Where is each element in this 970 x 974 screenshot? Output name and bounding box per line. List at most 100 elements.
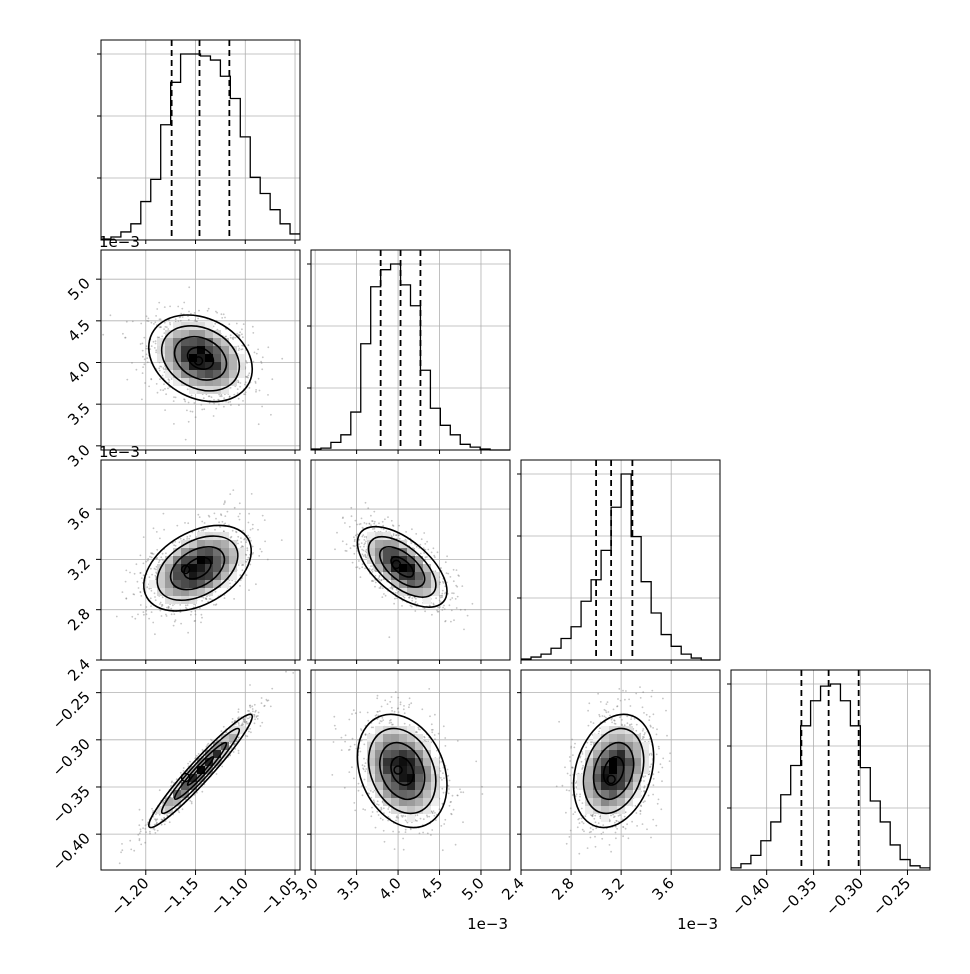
- scatter-point: [435, 819, 437, 821]
- scatter-point: [234, 742, 237, 745]
- scatter-point: [259, 725, 262, 727]
- histogram-p2: [521, 473, 720, 661]
- scatter-point: [652, 727, 654, 729]
- scatter-point: [568, 756, 571, 758]
- density-cell: [609, 766, 617, 774]
- scatter-point: [447, 784, 450, 787]
- scatter-point: [610, 718, 613, 721]
- scatter-point: [561, 784, 564, 787]
- scatter-point: [129, 839, 132, 842]
- scatter-point: [237, 381, 240, 383]
- scatter-point: [430, 810, 433, 813]
- scatter-point: [162, 389, 165, 392]
- density-cell: [237, 362, 245, 370]
- scatter-point: [221, 765, 224, 768]
- scatter-point: [598, 713, 601, 716]
- scatter-point: [218, 393, 221, 396]
- scatter-point: [267, 699, 270, 702]
- scatter-point: [190, 802, 193, 805]
- scatter-point: [630, 723, 633, 726]
- scatter-point: [147, 320, 150, 322]
- scatter-point: [155, 557, 158, 560]
- scatter-point: [161, 603, 163, 606]
- scatter-point: [184, 522, 186, 524]
- scatter-point: [585, 746, 588, 749]
- scatter-point: [623, 815, 626, 818]
- scatter-point: [254, 711, 257, 713]
- density-cell: [601, 806, 609, 814]
- scatter-point: [365, 548, 368, 551]
- scatter-point: [389, 719, 391, 722]
- scatter-point: [378, 578, 381, 581]
- scatter-point: [444, 818, 447, 821]
- scatter-point: [163, 371, 166, 373]
- scatter-point: [145, 560, 148, 563]
- scatter-point: [376, 710, 379, 713]
- scatter-point: [161, 335, 164, 338]
- scatter-point: [133, 593, 136, 596]
- scatter-point: [165, 613, 167, 616]
- scatter-point: [641, 823, 644, 825]
- scatter-point: [148, 576, 151, 578]
- density-cell: [205, 346, 213, 354]
- scatter-point: [251, 545, 254, 548]
- panel-p0-p3: [100, 669, 301, 871]
- y-tick-label: −0.25: [49, 688, 94, 733]
- scatter-point: [137, 833, 140, 836]
- scatter-point: [643, 736, 645, 739]
- scatter-point: [398, 537, 401, 540]
- scatter-point: [351, 713, 353, 715]
- scatter-point: [361, 535, 364, 538]
- scatter-point: [181, 808, 184, 811]
- density-cell: [237, 548, 245, 556]
- scatter-point: [223, 597, 226, 599]
- density-cell: [431, 572, 439, 580]
- density-cell: [157, 572, 165, 580]
- scatter-point: [251, 527, 254, 530]
- density-cell: [399, 750, 407, 758]
- density-cell: [197, 346, 205, 354]
- scatter-point: [380, 806, 383, 809]
- scatter-point: [599, 701, 602, 703]
- scatter-point: [404, 815, 407, 817]
- scatter-point: [194, 613, 197, 616]
- scatter-point: [592, 828, 594, 831]
- scatter-point: [142, 355, 144, 358]
- density-cell: [157, 354, 165, 362]
- scatter-point: [363, 539, 366, 541]
- density-cell: [229, 346, 237, 354]
- density-cell: [383, 774, 391, 782]
- scatter-point: [159, 609, 162, 612]
- y-scale-label: 1e−3: [99, 443, 140, 461]
- scatter-point: [247, 521, 250, 524]
- scatter-point: [162, 801, 165, 804]
- scatter-point: [183, 398, 186, 400]
- density-cell: [383, 540, 391, 548]
- scatter-point: [331, 774, 334, 776]
- scatter-point: [655, 733, 658, 736]
- scatter-point: [398, 534, 400, 537]
- scatter-point: [376, 810, 379, 813]
- scatter-point: [218, 403, 220, 406]
- scatter-point: [237, 515, 240, 518]
- scatter-point: [415, 533, 418, 535]
- scatter-point: [376, 694, 379, 697]
- scatter-point: [382, 807, 385, 810]
- scatter-point: [131, 320, 134, 323]
- density-cell: [173, 338, 181, 346]
- scatter-point: [448, 788, 450, 790]
- scatter-point: [141, 342, 144, 345]
- scatter-point: [385, 530, 388, 533]
- scatter-point: [247, 710, 249, 712]
- scatter-point: [410, 702, 413, 705]
- scatter-point: [363, 757, 365, 760]
- contour-line: [602, 755, 625, 786]
- scatter-point: [207, 395, 210, 398]
- scatter-point: [411, 597, 414, 599]
- scatter-point: [344, 740, 346, 743]
- scatter-point: [566, 772, 569, 775]
- contour-line: [367, 727, 437, 815]
- density-cell: [157, 806, 165, 814]
- scatter-point: [249, 528, 252, 531]
- scatter-point: [578, 817, 581, 820]
